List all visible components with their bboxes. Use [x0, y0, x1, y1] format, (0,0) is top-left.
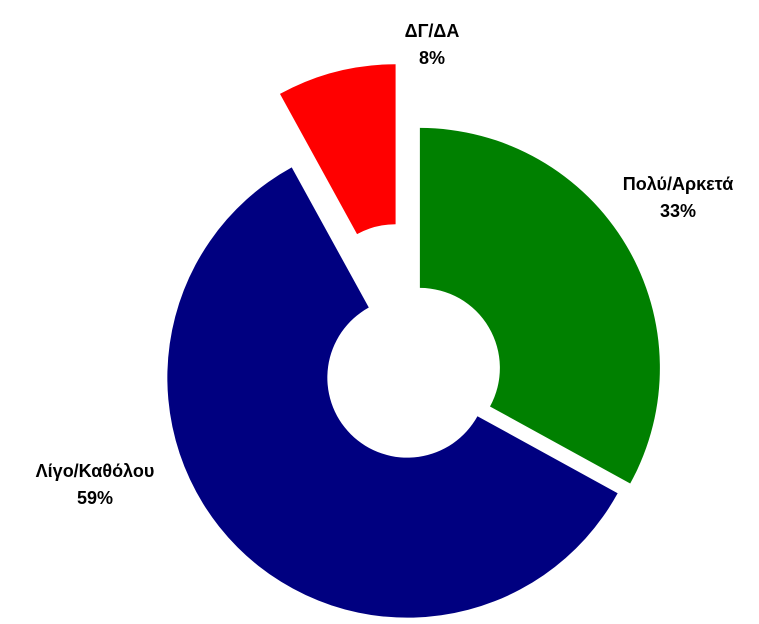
slice	[167, 167, 618, 618]
slice-label: Πολύ/Αρκετά	[623, 174, 734, 194]
slice-label: Λίγο/Καθόλου	[36, 461, 155, 481]
slice	[419, 127, 660, 484]
slice-value-label: 59%	[77, 488, 113, 508]
slice-value-label: 8%	[419, 48, 445, 68]
slice-label: ΔΓ/ΔΑ	[405, 21, 460, 41]
slice	[279, 64, 396, 235]
slice-value-label: 33%	[660, 201, 696, 221]
